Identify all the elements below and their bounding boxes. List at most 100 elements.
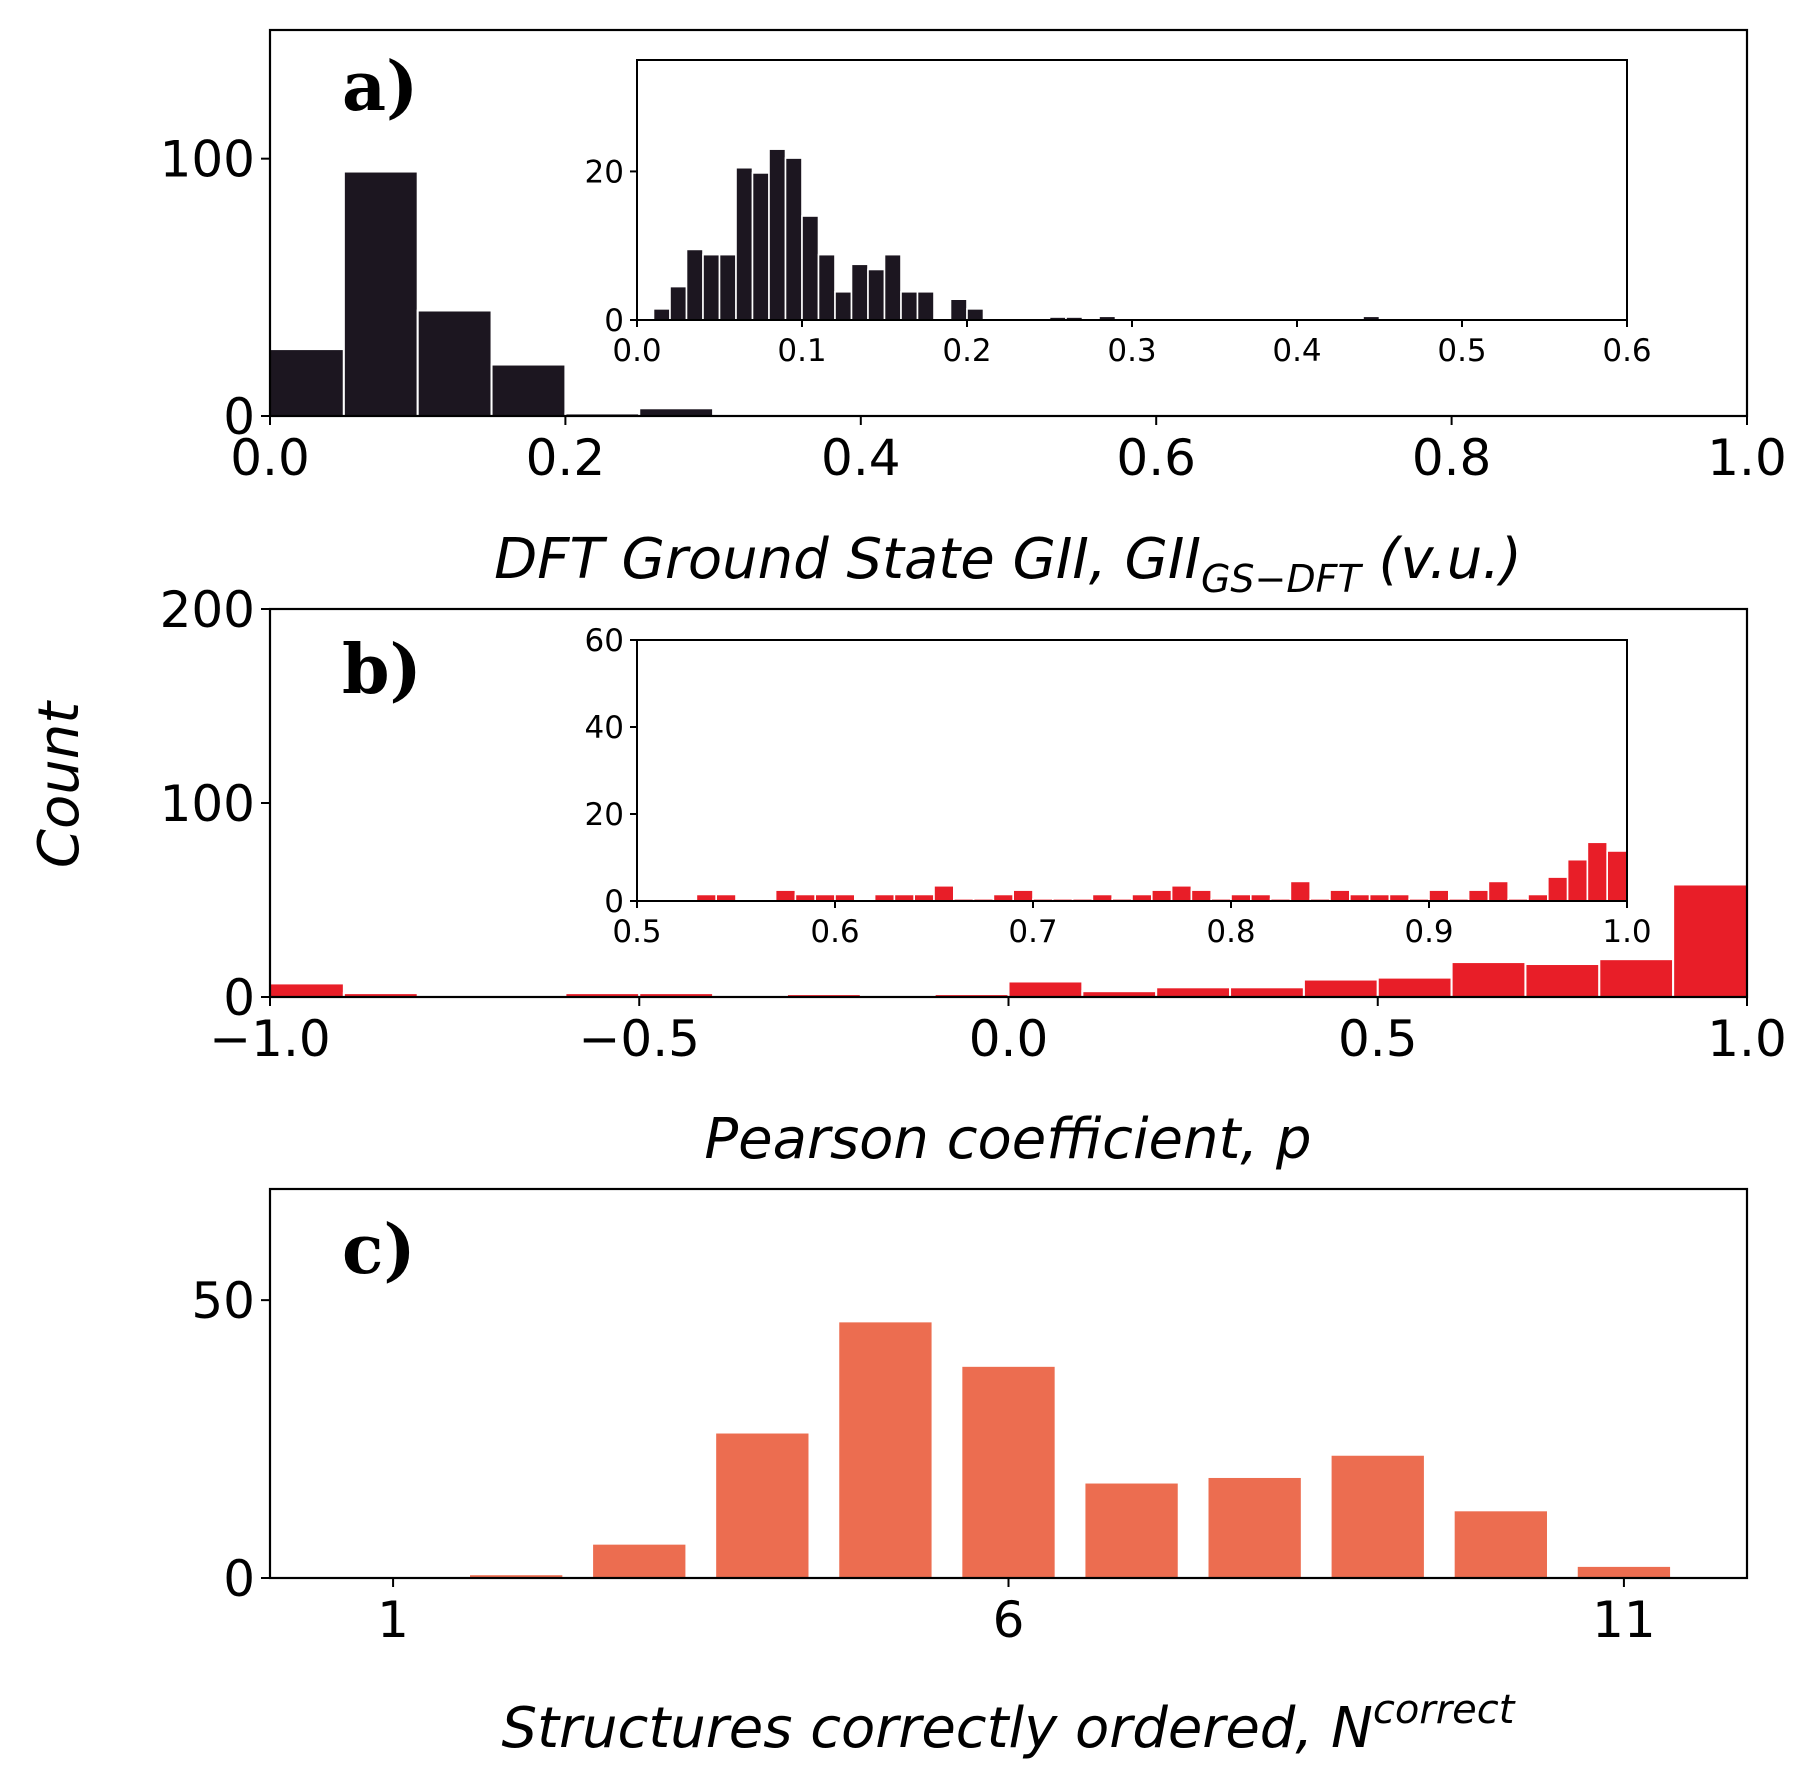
panel-a-inset-bar (850, 263, 869, 321)
panel-a-bar (342, 170, 419, 417)
count-ylabel: Count (27, 700, 92, 868)
panel-b-inset-xtick-label: 0.8 (1206, 914, 1255, 950)
panel-a-xtick-label: 0.8 (1412, 429, 1492, 487)
panel-c-xlabel: Structures correctly ordered, Ncorrect (502, 1687, 1516, 1761)
panel-a-xtick-label: 0.2 (526, 429, 606, 487)
panel-b-bar (1302, 978, 1379, 998)
panel-a-inset-bar (768, 148, 787, 321)
panel-b-inset-bar (1190, 889, 1213, 902)
panel-b-inset-xtick-label: 0.7 (1008, 914, 1057, 950)
panel-c-bars (470, 1322, 1671, 1578)
panel-c: 1 6 11 0 50 c) Structures correctly ordered,… (191, 1187, 1749, 1761)
panel-a-bar (638, 407, 715, 417)
panel-b-bar (1155, 986, 1232, 998)
panel-a-inset-xtick-label: 0.4 (1272, 333, 1321, 369)
panel-b-label: b) (342, 630, 422, 710)
panel-a-inset-bar (784, 157, 803, 321)
panel-a-xlabel-base: GII (1125, 527, 1201, 592)
panel-a-inset-bars (652, 148, 1381, 321)
panel-b-bar (1672, 883, 1749, 998)
panel-b-inset-frame (636, 639, 1628, 902)
panel-b-bar (1598, 958, 1675, 998)
panel-a-inset-bar (751, 172, 770, 321)
panel-a-ytick-label: 100 (160, 131, 255, 189)
panel-c-xtick-label: 11 (1592, 1591, 1656, 1649)
panel-b-bar (1229, 986, 1305, 998)
panel-c-bar (962, 1366, 1055, 1578)
panel-b-inset-bar (1547, 876, 1569, 902)
panel-a-xlabel-sub: GS−DFT (1201, 557, 1364, 601)
panel-b-xtick-label: 0.0 (969, 1010, 1049, 1068)
panel-c-bar (593, 1544, 686, 1578)
panel-a-inset-bar (949, 298, 968, 321)
panel-b-xlabel: Pearson coefficient, p (704, 1107, 1311, 1172)
panel-b-bar (1450, 961, 1527, 999)
panel-b-inset-bar (774, 889, 797, 902)
panel-a-inset-xtick-label: 0.3 (1107, 333, 1156, 369)
panel-b-inset-ytick-label: 0 (604, 884, 624, 920)
panel-c-bar (1085, 1483, 1178, 1578)
panel-c-xlabel-sup: correct (1373, 1687, 1516, 1733)
panel-c-ticks: 1 6 11 0 50 (191, 1272, 1655, 1649)
panel-a-bars (269, 170, 715, 418)
panel-a-xlabel: DFT Ground State GII, GIIGS−DFT (v.u.) (494, 527, 1522, 601)
panel-c-label: c) (342, 1210, 416, 1290)
panel-a-inset-xtick-label: 0.1 (777, 333, 826, 369)
panel-a-xtick-label: 0.6 (1116, 429, 1196, 487)
panel-a-inset-bar (867, 268, 886, 321)
panel-a-xtick-label: 0.0 (230, 429, 310, 487)
panel-a-inset-bar (702, 253, 721, 321)
panel-b-inset-xtick-label: 1.0 (1602, 914, 1651, 950)
panel-c-xlabel-base: N (1331, 1696, 1373, 1761)
panel-c-bar (1454, 1511, 1547, 1578)
panel-a-inset-ticks: 0.0 0.1 0.2 0.3 0.4 0.5 0.6 0 20 (585, 154, 1652, 369)
panel-c-bar (716, 1433, 809, 1578)
panel-a-inset-bar (817, 253, 836, 321)
panel-b-inset-bar (1170, 884, 1193, 902)
panel-b-inset-xtick-label: 0.6 (810, 914, 859, 950)
panel-a-inset-bar (652, 308, 671, 321)
panel-a: 0.0 0.2 0.4 0.6 0.8 1.0 0 100 a) DFT Ground Sta… (160, 28, 1787, 601)
panel-c-xtick-label: 1 (377, 1591, 409, 1649)
panel-a-inset-ytick-label: 0 (604, 303, 624, 339)
panel-b-bar (269, 982, 345, 998)
panel-c-ytick-label: 50 (191, 1272, 255, 1330)
panel-b-ytick-label: 200 (160, 581, 255, 639)
panel-a-bar (269, 348, 345, 417)
panel-a-inset-xtick-label: 0.2 (942, 333, 991, 369)
panel-b-bars (269, 883, 1749, 999)
panel-a-xtick-label: 0.4 (821, 429, 901, 487)
panel-b-ytick-label: 100 (160, 775, 255, 833)
panel-b-ytick-label: 0 (223, 969, 255, 1027)
panel-a-inset-bar (669, 285, 688, 321)
panel-b-inset-ytick-label: 40 (585, 710, 624, 746)
panel-a-inset-bar (883, 253, 902, 321)
panel-b-inset-xtick-label: 0.9 (1404, 914, 1453, 950)
panel-a-inset-xtick-label: 0.5 (1437, 333, 1486, 369)
panel-a-inset-bar (685, 248, 704, 321)
panel-a-inset-bar (834, 290, 853, 321)
panel-b-xtick-label: 1.0 (1707, 1010, 1787, 1068)
panel-b-inset-bar (1289, 880, 1312, 902)
panel-c-bar (1208, 1477, 1301, 1578)
panel-a-bar (416, 309, 493, 418)
panel-c-bar (1331, 1455, 1424, 1578)
panel-b-xtick-label: −0.5 (579, 1010, 700, 1068)
panel-a-inset-bar (900, 290, 919, 321)
panel-b-bar (1376, 976, 1453, 998)
panel-a-xtick-label: 1.0 (1707, 429, 1787, 487)
panel-b-inset-bar (1428, 889, 1450, 902)
panel-c-bar (470, 1575, 563, 1578)
panel-a-inset-xtick-label: 0.0 (612, 333, 661, 369)
panel-a-inset: 0.0 0.1 0.2 0.3 0.4 0.5 0.6 0 20 (585, 59, 1652, 369)
panel-a-bar (490, 363, 567, 417)
panel-a-inset-bar (916, 290, 935, 321)
panel-a-inset-ytick-label: 20 (585, 154, 624, 190)
panel-a-xlabel-unit: (v.u.) (1361, 527, 1522, 592)
panel-a-inset-xtick-label: 0.6 (1602, 333, 1651, 369)
panel-b-bar (1007, 980, 1084, 998)
panel-a-inset-bar (966, 308, 985, 321)
panel-b-xtick-label: 0.5 (1338, 1010, 1418, 1068)
